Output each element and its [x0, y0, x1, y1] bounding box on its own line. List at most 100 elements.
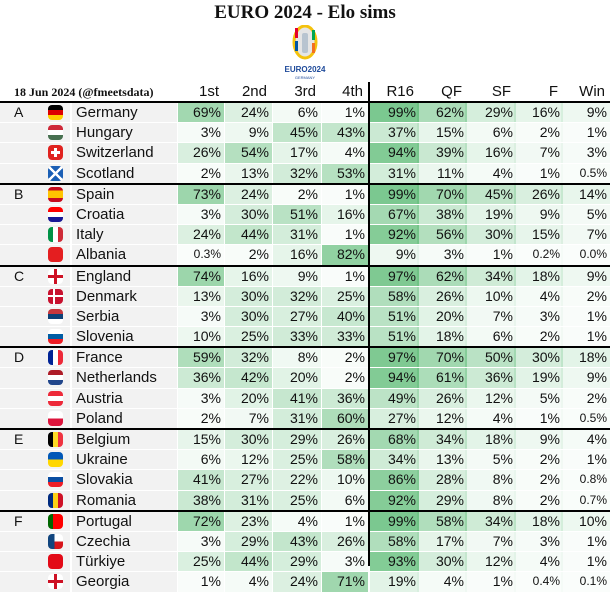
flag-cell	[38, 184, 70, 204]
cell-sf: 19%	[465, 204, 516, 225]
cell-3rd: 32%	[273, 163, 321, 183]
cell-sf: 1%	[465, 245, 516, 265]
cell-r16: 51%	[370, 306, 419, 327]
group-letter	[0, 490, 38, 510]
group-letter	[0, 531, 38, 552]
cell-win: 18%	[561, 348, 610, 368]
group-letter	[0, 286, 38, 306]
cell-qf: 39%	[417, 143, 467, 163]
cell-2nd: 4%	[225, 572, 272, 592]
cell-2nd: 54%	[225, 143, 272, 163]
cell-win: 0.1%	[561, 572, 610, 591]
team-name: Slovakia	[72, 470, 177, 490]
team-name: Poland	[72, 408, 177, 428]
cell-f: 9%	[514, 430, 563, 450]
team-name: Albania	[72, 245, 177, 265]
table-row: A Germany 69% 24% 6% 1% 99% 62% 29% 16% 9%	[0, 103, 610, 124]
group-letter	[0, 204, 38, 225]
cell-2nd: 7%	[225, 408, 272, 428]
cell-win: 5%	[561, 204, 610, 225]
cell-win: 0.8%	[561, 470, 610, 489]
cell-1st: 24%	[178, 225, 224, 245]
cell-4th: 33%	[322, 327, 368, 347]
cell-f: 2%	[514, 490, 563, 510]
cell-qf: 26%	[417, 388, 467, 408]
flag-cell	[38, 204, 70, 225]
flag-portugal-icon	[48, 513, 63, 529]
cell-1st: 13%	[178, 286, 224, 306]
chart-title: EURO 2024 - Elo sims	[214, 2, 396, 23]
cell-4th: 1%	[322, 103, 368, 123]
flag-cell	[38, 430, 70, 450]
team-name: Switzerland	[72, 143, 177, 163]
cell-sf: 7%	[465, 531, 516, 552]
cell-r16: 94%	[370, 368, 419, 388]
cell-1st: 72%	[178, 511, 224, 531]
svg-text:EURO2024: EURO2024	[285, 65, 326, 74]
cell-3rd: 33%	[273, 327, 321, 347]
cell-4th: 2%	[322, 368, 368, 388]
cell-2nd: 24%	[225, 103, 272, 123]
cell-f: 3%	[514, 531, 563, 552]
cell-r16: 9%	[370, 245, 419, 265]
team-name: France	[72, 348, 177, 368]
cell-qf: 62%	[417, 103, 467, 123]
team-name: Georgia	[72, 572, 177, 592]
cell-qf: 62%	[417, 266, 467, 286]
cell-3rd: 24%	[273, 572, 321, 592]
flag-cell	[38, 368, 70, 388]
cell-2nd: 20%	[225, 388, 272, 408]
cell-sf: 6%	[465, 123, 516, 143]
cell-qf: 11%	[417, 163, 467, 183]
cell-4th: 43%	[322, 123, 368, 143]
flag-cell	[38, 327, 70, 347]
cell-win: 14%	[561, 184, 610, 204]
cell-3rd: 17%	[273, 143, 321, 163]
team-name: Belgium	[72, 430, 177, 450]
table-row: E Belgium 15% 30% 29% 26% 68% 34% 18% 9% 4%	[0, 430, 610, 451]
cell-r16: 31%	[370, 163, 419, 183]
table-row: D France 59% 32% 8% 2% 97% 70% 50% 30% 18%	[0, 348, 610, 369]
team-name: Slovenia	[72, 327, 177, 347]
cell-sf: 7%	[465, 306, 516, 327]
cell-4th: 2%	[322, 348, 368, 368]
flag-albania-icon	[48, 247, 63, 263]
cell-1st: 6%	[178, 450, 224, 470]
team-name: Türkiye	[72, 552, 177, 572]
cell-2nd: 42%	[225, 368, 272, 388]
flag-hungary-icon	[48, 125, 63, 141]
cell-2nd: 16%	[225, 266, 272, 286]
cell-qf: 3%	[417, 245, 467, 265]
cell-4th: 4%	[322, 143, 368, 163]
cell-win: 0.5%	[561, 409, 610, 428]
group-letter	[0, 327, 38, 347]
cell-3rd: 22%	[273, 470, 321, 490]
cell-2nd: 27%	[225, 470, 272, 490]
cell-win: 9%	[561, 266, 610, 286]
cell-r16: 99%	[370, 184, 419, 204]
cell-sf: 29%	[465, 103, 516, 123]
cell-4th: 40%	[322, 306, 368, 327]
cell-qf: 20%	[417, 306, 467, 327]
cell-2nd: 44%	[225, 552, 272, 572]
cell-f: 1%	[514, 408, 563, 428]
flag-cell	[38, 123, 70, 143]
flag-netherlands-icon	[48, 370, 63, 386]
cell-win: 1%	[561, 531, 610, 552]
cell-3rd: 25%	[273, 450, 321, 470]
cell-3rd: 2%	[273, 184, 321, 204]
team-name: Hungary	[72, 123, 177, 143]
cell-4th: 1%	[322, 511, 368, 531]
cell-3rd: 45%	[273, 123, 321, 143]
team-name: Serbia	[72, 306, 177, 327]
cell-2nd: 12%	[225, 450, 272, 470]
group-letter	[0, 225, 38, 245]
cell-2nd: 30%	[225, 286, 272, 306]
cell-sf: 34%	[465, 511, 516, 531]
group-letter: D	[0, 348, 38, 368]
cell-f: 0.4%	[514, 572, 563, 591]
cell-4th: 16%	[322, 204, 368, 225]
flag-switzerland-icon	[48, 145, 63, 161]
cell-f: 16%	[514, 103, 563, 123]
flag-cell	[38, 348, 70, 368]
